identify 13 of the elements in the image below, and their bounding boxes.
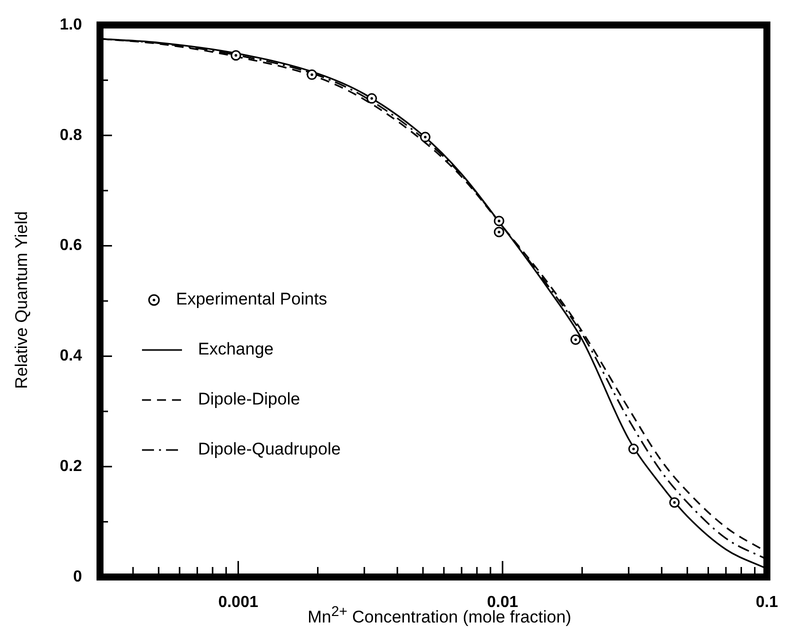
y-tick-label: 0.6 [60, 237, 82, 254]
y-tick-label: 0.4 [60, 348, 82, 365]
x-tick-label: 0.001 [218, 594, 258, 612]
y-tick-label: 0 [73, 568, 82, 586]
y-tick-label: 0.2 [60, 458, 82, 476]
legend-label: Dipole-Dipole [198, 390, 300, 409]
legend-label: Experimental Points [176, 290, 328, 309]
x-tick-label: 0.1 [756, 594, 778, 612]
y-tick-label: 1.0 [60, 16, 82, 34]
y-axis-title: Relative Quantum Yield [12, 211, 32, 389]
legend-label: Exchange [198, 340, 274, 359]
legend-label: Dipole-Quadrupole [198, 440, 341, 459]
y-tick-label: 0.8 [60, 126, 82, 144]
